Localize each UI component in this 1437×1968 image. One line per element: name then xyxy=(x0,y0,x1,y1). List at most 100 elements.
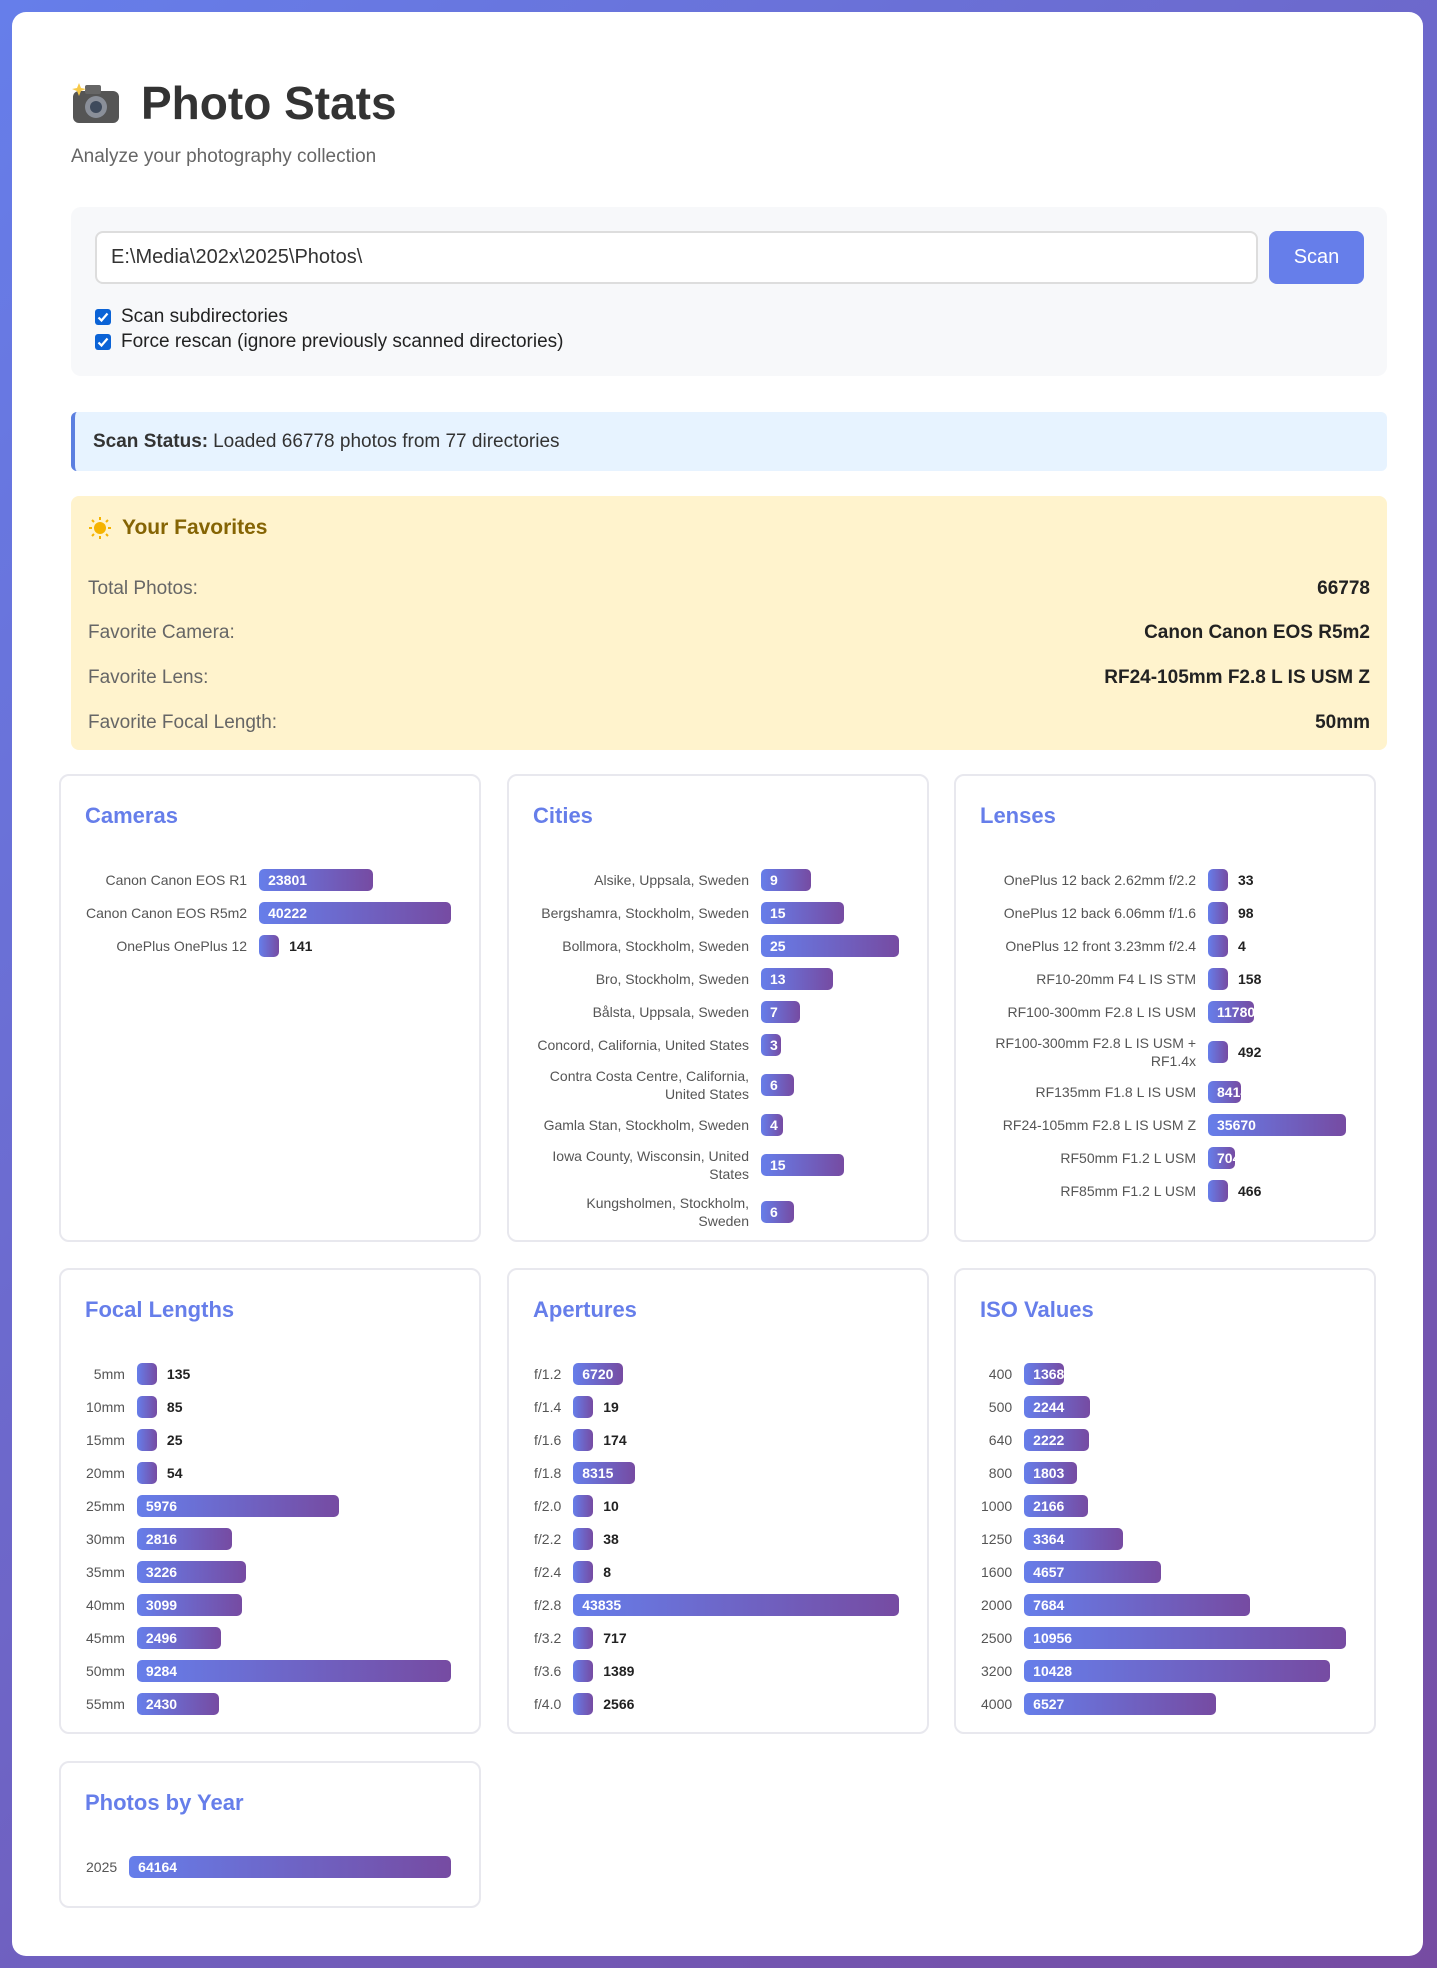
chart-card: Cities Alsike, Uppsala, Sweden 9 Bergshamra… xyxy=(507,774,929,1242)
bar-cell: 23801 xyxy=(259,869,451,891)
bar xyxy=(259,935,280,957)
bar-label: OnePlus 12 back 2.62mm f/2.2 xyxy=(1003,872,1196,888)
bar-list: 5mm 135 10mm 85 15mm 25 20mm 54 25mm 5976 30mm 2816… xyxy=(86,1363,451,1715)
bar-value: 158 xyxy=(1238,971,1262,987)
bar-cell: 98 xyxy=(1208,902,1346,924)
favorites-title: Your Favorites xyxy=(122,516,268,539)
chart-card: Lenses OnePlus 12 back 2.62mm f/2.2 33 OneP… xyxy=(954,774,1376,1242)
bar xyxy=(1208,968,1228,990)
bar-label: OnePlus 12 back 6.06mm f/1.6 xyxy=(1003,905,1196,921)
bar-label: f/2.2 xyxy=(534,1531,562,1547)
scan-button[interactable]: Scan xyxy=(1269,231,1364,284)
bar-label: Contra Costa Centre, California, United … xyxy=(549,1068,749,1102)
bar: 2166 xyxy=(1024,1495,1088,1517)
bar-cell: 3364 xyxy=(1024,1528,1346,1550)
bar: 11780 xyxy=(1208,1001,1255,1023)
chart-title: Cities xyxy=(533,803,593,828)
bar-label: f/1.4 xyxy=(534,1399,562,1415)
bar xyxy=(1208,1041,1228,1063)
option[interactable]: Force rescan (ignore previously scanned … xyxy=(95,331,563,353)
chart-title: ISO Values xyxy=(980,1297,1094,1322)
bar: 43835 xyxy=(573,1594,899,1616)
bar-cell: 3099 xyxy=(136,1594,451,1616)
bar xyxy=(573,1660,594,1682)
favorite-label: Favorite Lens: xyxy=(88,667,209,688)
bar-label: 15mm xyxy=(86,1432,125,1448)
bar-cell: 141 xyxy=(259,935,451,957)
bar xyxy=(573,1396,594,1418)
bar: 2430 xyxy=(136,1693,220,1715)
bar: 3 xyxy=(761,1034,781,1056)
bar: 2816 xyxy=(136,1528,233,1550)
bar-cell: 85 xyxy=(136,1396,451,1418)
bar: 8315 xyxy=(573,1462,636,1484)
bar: 6720 xyxy=(573,1363,624,1385)
option[interactable]: Scan subdirectories xyxy=(95,306,288,328)
bar-label: RF10-20mm F4 L IS STM xyxy=(1036,971,1196,987)
favorite-value: 50mm xyxy=(1315,712,1370,733)
bar-cell: 717 xyxy=(573,1627,899,1649)
bar: 25 xyxy=(761,935,899,957)
bar: 4 xyxy=(761,1114,784,1136)
bar-cell: 15 xyxy=(761,1154,899,1176)
bar-cell: 33 xyxy=(1208,869,1346,891)
bar-cell: 15 xyxy=(761,902,899,924)
bar-cell: 3226 xyxy=(136,1561,451,1583)
bar xyxy=(136,1396,157,1418)
favorites-heading: Your Favorites xyxy=(88,516,267,540)
bar-cell: 38 xyxy=(573,1528,899,1550)
bar-cell: 11780 xyxy=(1208,1001,1346,1023)
bar: 7043 xyxy=(1208,1147,1248,1169)
bar-cell: 10956 xyxy=(1024,1627,1346,1649)
status-label: Scan Status: xyxy=(93,431,209,452)
bar xyxy=(573,1495,594,1517)
bar-cell: 43835 xyxy=(573,1594,899,1616)
bar-value: 1389 xyxy=(603,1663,635,1679)
bar-cell: 2816 xyxy=(136,1528,451,1550)
bar: 10956 xyxy=(1024,1627,1346,1649)
bar-cell: 2222 xyxy=(1024,1429,1346,1451)
bar-label: f/1.8 xyxy=(534,1465,562,1481)
bar-label: 3200 xyxy=(981,1663,1013,1679)
bar-label: 35mm xyxy=(86,1564,125,1580)
bar-cell: 6527 xyxy=(1024,1693,1346,1715)
bar-label: 1000 xyxy=(981,1498,1013,1514)
path-input[interactable]: E:\Media\202x\2025\Photos\ xyxy=(95,231,1258,284)
bar-value: 54 xyxy=(166,1465,183,1481)
bar: 6527 xyxy=(1024,1693,1216,1715)
bar-label: RF24-105mm F2.8 L IS USM Z xyxy=(1002,1117,1196,1133)
bar-value: 38 xyxy=(603,1531,619,1547)
bar xyxy=(1208,902,1228,924)
bar-label: RF100-300mm F2.8 L IS USM + RF1.4x xyxy=(995,1035,1196,1069)
checkbox[interactable] xyxy=(95,334,111,350)
bar-value: 98 xyxy=(1238,905,1254,921)
favorite-label: Favorite Focal Length: xyxy=(88,712,278,733)
bar-cell: 3 xyxy=(761,1034,899,1056)
page-title: Photo Stats xyxy=(141,77,397,129)
bar xyxy=(1208,935,1228,957)
bar xyxy=(1208,869,1228,891)
bar-cell: 7684 xyxy=(1024,1594,1346,1616)
bar-cell: 2244 xyxy=(1024,1396,1346,1418)
bar-cell: 7 xyxy=(761,1001,899,1023)
checkbox[interactable] xyxy=(95,309,111,325)
bar-label: Bro, Stockholm, Sweden xyxy=(595,971,749,987)
bar xyxy=(573,1693,594,1715)
bar: 9 xyxy=(761,869,811,891)
bar-label: 800 xyxy=(988,1465,1013,1481)
bar-cell: 9284 xyxy=(136,1660,451,1682)
bar-label: Iowa County, Wisconsin, United States xyxy=(552,1148,749,1182)
bar-label: 5mm xyxy=(93,1366,125,1382)
bar-label: f/3.2 xyxy=(534,1630,562,1646)
bar-label: 55mm xyxy=(86,1696,125,1712)
bar-cell: 54 xyxy=(136,1462,451,1484)
bar-cell: 25 xyxy=(136,1429,451,1451)
bar-label: 1600 xyxy=(981,1564,1013,1580)
bar-cell: 174 xyxy=(573,1429,899,1451)
chart-title: Lenses xyxy=(980,803,1056,828)
bar-value: 2566 xyxy=(603,1696,635,1712)
favorite-value: 66778 xyxy=(1317,578,1370,599)
bar-label: 25mm xyxy=(86,1498,125,1514)
bar-label: Kungsholmen, Stockholm, Sweden xyxy=(586,1195,749,1229)
bar-label: 400 xyxy=(988,1366,1013,1382)
